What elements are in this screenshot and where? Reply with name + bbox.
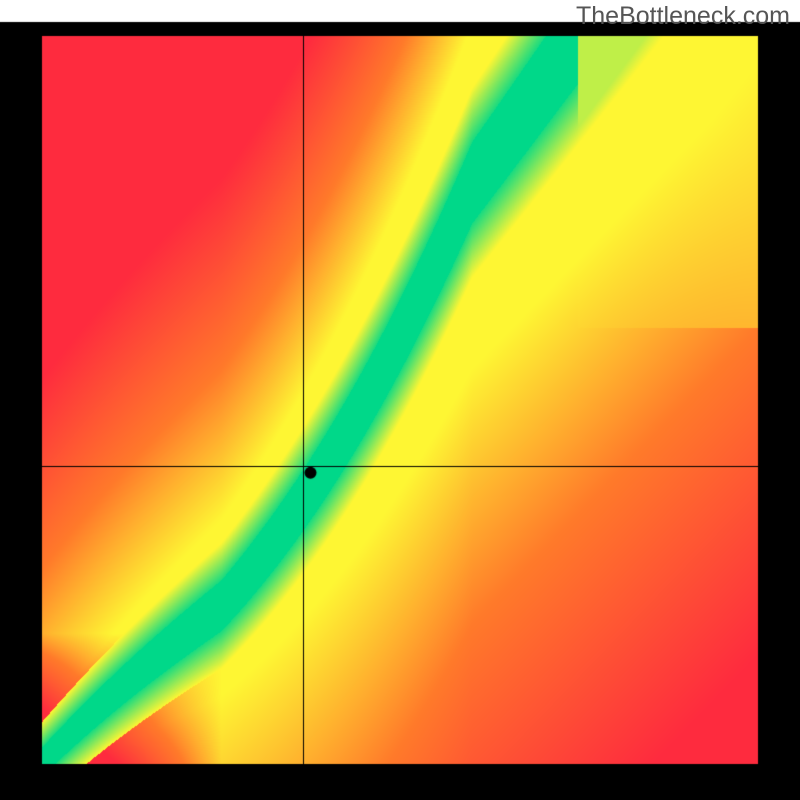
watermark-text: TheBottleneck.com	[576, 2, 790, 31]
bottleneck-heatmap	[0, 0, 800, 800]
